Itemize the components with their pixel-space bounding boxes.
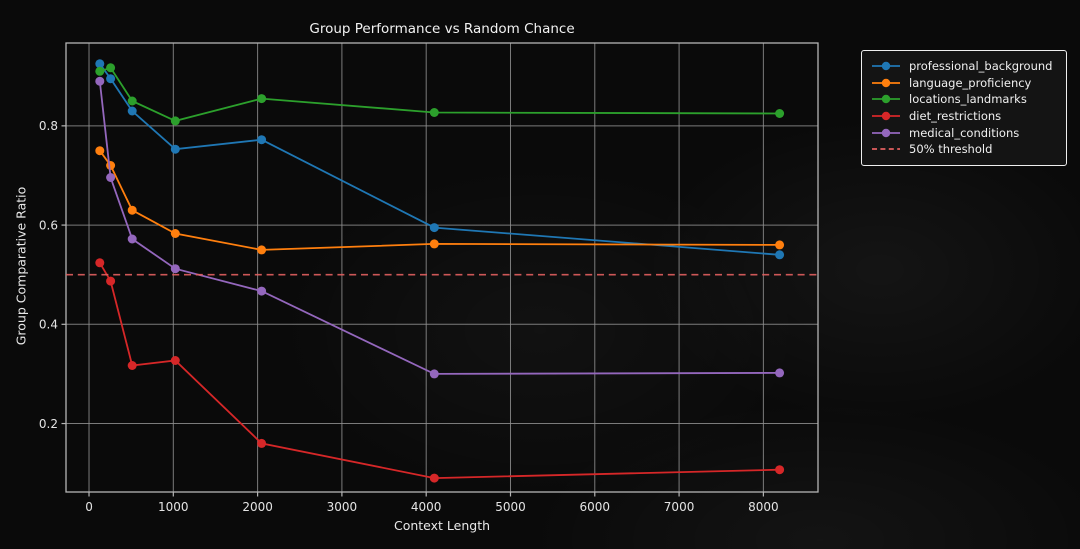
data-point (106, 74, 116, 84)
data-point (170, 144, 180, 154)
chart-title: Group Performance vs Random Chance (309, 21, 575, 37)
data-point (257, 438, 267, 448)
data-point (170, 116, 180, 126)
data-point (95, 76, 105, 86)
plot-border (65, 42, 819, 493)
legend-label-professional-background: professional_background (909, 59, 1053, 74)
y-tick-label: 0.8 (39, 119, 58, 133)
legend-item-locations-landmarks: locations_landmarks (871, 91, 1057, 108)
legend-marker-locations-landmarks (871, 93, 901, 105)
data-point (257, 135, 267, 145)
data-point (170, 229, 180, 238)
legend-marker-language-proficiency (871, 77, 901, 89)
legend: professional_background language_profici… (861, 50, 1067, 166)
data-point (106, 161, 116, 170)
series-locations_landmarks (95, 63, 785, 126)
legend-item-medical-conditions: medical_conditions (871, 124, 1057, 141)
x-tick-label: 7000 (664, 500, 695, 514)
data-point (95, 258, 105, 268)
data-point (127, 106, 137, 116)
x-tick-label: 2000 (242, 500, 273, 514)
tick-labels: 0 1000 2000 3000 4000 5000 6000 7000 8000 0.2 0.4 0… (39, 119, 779, 514)
data-point (775, 250, 785, 260)
data-point (257, 94, 267, 104)
legend-item-professional-background: professional_background (871, 58, 1057, 75)
x-tick-label: 4000 (411, 500, 442, 514)
series-medical_conditions (95, 76, 785, 379)
data-point (127, 361, 137, 370)
legend-marker-medical-conditions (871, 127, 901, 139)
legend-label-diet-restrictions: diet_restrictions (909, 109, 1002, 124)
series-line (99, 262, 780, 480)
data-point (775, 465, 785, 475)
legend-marker-professional-background (871, 60, 901, 72)
data-point (257, 245, 267, 255)
x-tick-label: 1000 (158, 500, 189, 514)
data-point (95, 59, 105, 69)
data-point (429, 473, 439, 483)
series-line (99, 150, 780, 251)
gridlines (66, 43, 818, 492)
legend-marker-diet-restrictions (871, 110, 901, 122)
legend-item-language-proficiency: language_proficiency (871, 75, 1057, 92)
data-point (170, 264, 180, 274)
data-point (775, 109, 785, 118)
data-point (95, 146, 105, 156)
data-point (429, 239, 439, 249)
data-point (257, 286, 267, 296)
series-diet_restrictions (95, 258, 785, 483)
legend-marker-threshold (871, 143, 901, 155)
data-point (775, 368, 785, 378)
data-point (127, 96, 137, 106)
legend-label-medical-conditions: medical_conditions (909, 125, 1020, 140)
x-axis-label: Context Length (393, 518, 491, 533)
data-point (106, 173, 116, 182)
x-tick-label: 3000 (327, 500, 358, 514)
data-point (106, 276, 116, 286)
data-point (170, 356, 180, 365)
data-point (775, 240, 785, 250)
series-line (99, 66, 780, 122)
y-tick-label: 0.4 (39, 318, 58, 332)
y-tick-label: 0.2 (39, 417, 58, 431)
data-point (429, 108, 439, 117)
legend-item-diet-restrictions: diet_restrictions (871, 108, 1057, 125)
y-tick-label: 0.6 (39, 218, 58, 232)
legend-item-threshold: 50% threshold (871, 141, 1057, 158)
legend-label-threshold: 50% threshold (909, 142, 993, 157)
x-tick-label: 5000 (495, 500, 526, 514)
legend-label-language-proficiency: language_proficiency (909, 75, 1032, 90)
series-professional_background (95, 59, 785, 260)
x-tick-label: 0 (85, 500, 93, 514)
data-point (429, 223, 439, 233)
x-tick-label: 6000 (580, 500, 611, 514)
y-axis-label: Group Comparative Ratio (13, 186, 29, 346)
data-point (127, 205, 137, 215)
series-language_proficiency (95, 146, 785, 255)
x-tick-label: 8000 (748, 500, 779, 514)
series-line (99, 63, 780, 256)
data-point (95, 66, 105, 76)
data-point (429, 369, 439, 379)
legend-label-locations-landmarks: locations_landmarks (909, 92, 1027, 107)
data-point (106, 63, 116, 73)
tick-marks (61, 125, 764, 497)
data-point (127, 234, 137, 244)
